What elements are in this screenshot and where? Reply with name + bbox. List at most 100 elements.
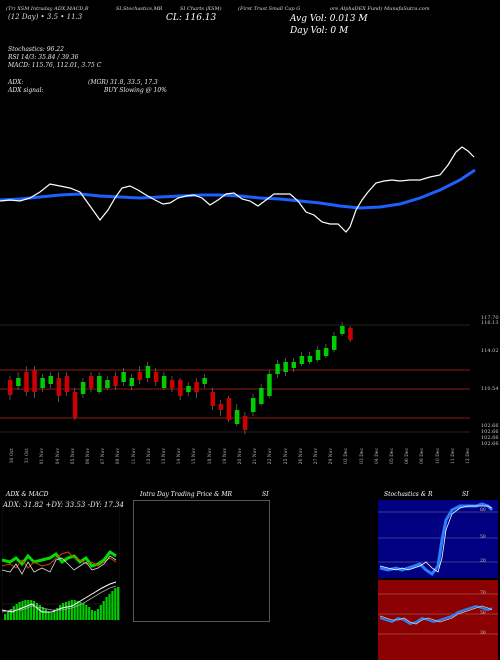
- adx-values: (MGR) 31.8, 33.5, 17.3: [88, 79, 158, 86]
- candle-body: [137, 372, 143, 380]
- candle-body: [64, 376, 70, 392]
- macd-bar: [4, 614, 7, 620]
- candle-body: [242, 416, 248, 430]
- candle-body: [48, 376, 53, 384]
- adx-minus-line: [2, 551, 117, 569]
- candle-body: [89, 376, 94, 388]
- rsi-level-50: 50: [480, 611, 486, 616]
- candle-body: [340, 326, 345, 334]
- macd-bar: [117, 587, 120, 620]
- candle-body: [267, 374, 272, 396]
- intraday-panel: [133, 500, 270, 622]
- candle-body: [24, 372, 29, 392]
- candle-body: [145, 366, 151, 378]
- macd-bar: [44, 609, 47, 620]
- right-panel-title: Stochastics & R: [384, 491, 433, 498]
- candle-body: [226, 398, 232, 420]
- date-label: 12 Nov: [146, 448, 152, 465]
- right-panel-title-2: SI: [462, 491, 469, 498]
- rsi-level-70: 70: [480, 591, 486, 596]
- date-label: 05 Dec: [390, 448, 395, 464]
- date-label: 15 Nov: [192, 448, 198, 465]
- macd-bar: [114, 588, 117, 620]
- macd-bar: [50, 613, 53, 620]
- macd-bar: [64, 602, 68, 620]
- candle-body: [234, 410, 240, 424]
- macd-bar: [47, 612, 50, 620]
- date-label: 06 Dec: [405, 448, 411, 464]
- candle-body: [186, 386, 191, 392]
- date-label: 10 Dec: [435, 448, 441, 464]
- close-line: [0, 146, 475, 233]
- candle-body: [32, 370, 37, 392]
- candle-body: [218, 404, 224, 410]
- stoch-level-80: 80: [480, 508, 486, 513]
- candle-body: [16, 378, 21, 386]
- macd-bar: [33, 601, 36, 620]
- macd-bar: [73, 600, 76, 620]
- date-label: 03 Dec: [359, 448, 365, 464]
- macd-line: [2, 581, 117, 613]
- candle-body: [161, 376, 167, 388]
- bar-sizes: (12 Day) • 3.5 • 11.3: [8, 13, 83, 21]
- price-level-8: 102.66: [481, 441, 499, 447]
- candle-body: [170, 380, 175, 388]
- candle-body: [80, 382, 86, 394]
- date-label: 31 Oct: [25, 448, 31, 464]
- macd-bar: [93, 611, 97, 620]
- candle-body: [56, 378, 62, 396]
- macd-bar: [88, 607, 91, 620]
- macd-bar: [59, 605, 62, 620]
- stoch-value: Stochastics: 96.22: [8, 46, 64, 53]
- candle-body: [299, 356, 305, 364]
- stoch-rsi-panel: [378, 500, 498, 660]
- macd-bar: [27, 600, 30, 620]
- macd-bar: [41, 607, 44, 620]
- candle-body: [251, 398, 256, 412]
- price-level-top: 117.70: [481, 315, 499, 321]
- date-label: 21 Nov: [253, 448, 259, 465]
- header-title-5: ore AlphaDEX Fund) MunafaSutra.com: [330, 6, 430, 12]
- macd-bar: [35, 603, 39, 620]
- price-level-6: 102.66: [481, 429, 499, 435]
- rsi-level-30: 30: [480, 631, 486, 636]
- date-label: 29 Nov: [329, 448, 335, 465]
- candle-body: [105, 380, 110, 388]
- macd-bar: [53, 610, 56, 620]
- macd-bar: [12, 606, 15, 620]
- date-label: 06 Nov: [86, 448, 91, 465]
- macd-bar: [99, 605, 102, 620]
- adx-signal: BUY Slowing @ 10%: [104, 87, 167, 94]
- candle-body: [153, 372, 159, 382]
- header-title-2: SI,Stochastics,MR: [116, 6, 163, 12]
- date-label: 02 Dec: [344, 448, 350, 464]
- mid-panel-title-2: SI: [262, 491, 269, 498]
- macd-bar: [67, 601, 70, 620]
- candle-body: [129, 378, 134, 386]
- macd-bar: [85, 605, 88, 620]
- macd-bar: [79, 602, 82, 620]
- candle-body: [178, 380, 183, 396]
- price-level-5: 102.66: [481, 423, 499, 429]
- stoch-d-line: [379, 505, 493, 573]
- date-label: 26 Nov: [298, 448, 304, 465]
- candle-body: [40, 378, 45, 388]
- date-label: 01 Nov: [40, 448, 46, 465]
- candle-body: [121, 372, 126, 382]
- adx-signal-label: ADX signal:: [8, 87, 44, 94]
- candle-body: [348, 328, 353, 340]
- rsi-signal-line: [379, 605, 493, 625]
- macd-bar: [56, 608, 59, 620]
- macd-bar: [18, 602, 21, 620]
- macd-value: MACD: 115.76, 112.01, 3.75 C: [8, 62, 102, 69]
- candle-body: [332, 336, 337, 350]
- price-level-close: 116.13: [481, 320, 499, 326]
- macd-bar: [102, 601, 105, 620]
- macd-bar: [76, 601, 79, 620]
- date-label: 05 Nov: [70, 448, 76, 465]
- macd-bar: [21, 601, 24, 620]
- date-label: 09 Dec: [420, 448, 426, 464]
- mid-panel-title: Intra Day Trading Price & MR: [140, 491, 233, 498]
- main-price-chart: [0, 146, 476, 434]
- macd-bar: [24, 600, 27, 620]
